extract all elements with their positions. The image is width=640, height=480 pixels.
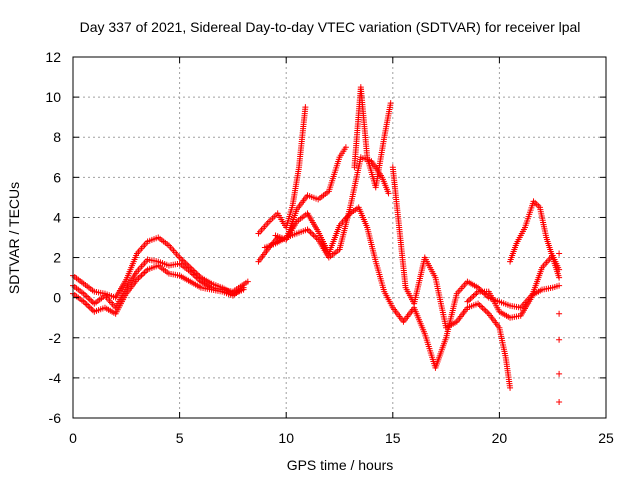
x-tick-label: 15 [385, 430, 401, 446]
data-point [556, 250, 563, 257]
y-tick-label: -6 [49, 410, 62, 426]
y-tick-label: 10 [45, 89, 61, 105]
data-point [464, 298, 471, 305]
data-point [82, 300, 89, 307]
series-track-k [464, 252, 563, 321]
y-tick-label: 2 [53, 250, 61, 266]
data-point [468, 294, 475, 301]
data-point [83, 293, 90, 300]
data-point [556, 274, 563, 281]
series-track-d [255, 104, 309, 237]
data-point [312, 233, 319, 240]
data-point [88, 305, 95, 312]
data-point [507, 384, 514, 391]
data-point [556, 282, 563, 289]
data-point [89, 307, 96, 314]
data-point [140, 270, 147, 277]
data-point [465, 297, 472, 304]
axis-ticks: 0 5 10 15 20 25 -6 -4 -2 0 2 4 6 8 10 12 [45, 49, 614, 446]
data-point [85, 294, 92, 301]
data-point [476, 302, 483, 309]
data-point [482, 291, 489, 298]
data-point [306, 227, 313, 234]
x-tick-label: 0 [69, 430, 77, 446]
series-track-h [351, 84, 394, 191]
data-point [86, 304, 93, 311]
data-point [472, 291, 479, 298]
data-point [85, 302, 92, 309]
data-point [309, 230, 316, 237]
data-point [556, 336, 563, 343]
data-point [240, 284, 247, 291]
series-track-j [507, 198, 563, 281]
data-point [482, 307, 489, 314]
data-point [302, 104, 309, 111]
data-point [307, 229, 314, 236]
data-point [556, 398, 563, 405]
data-point [385, 190, 392, 197]
data-point [83, 301, 90, 308]
series-track-f [272, 144, 349, 243]
series-outliers [556, 250, 563, 405]
data-point [179, 257, 186, 264]
x-tick-label: 25 [598, 430, 614, 446]
y-tick-label: 4 [53, 209, 61, 225]
data-point [86, 296, 93, 303]
data-point [387, 100, 394, 107]
chart-title: Day 337 of 2021, Sidereal Day-to-day VTE… [80, 19, 581, 35]
data-point [310, 232, 317, 239]
data-point [244, 278, 251, 285]
data-point [88, 297, 95, 304]
y-tick-label: 8 [53, 129, 61, 145]
data-point [533, 201, 540, 208]
x-axis-label: GPS time / hours [287, 457, 394, 473]
data-point [137, 273, 144, 280]
series-track-c [70, 262, 247, 317]
data-points [70, 84, 563, 405]
series-track-i [389, 164, 514, 391]
data-point [135, 275, 142, 282]
y-axis-label: SDTVAR / TECUs [6, 182, 22, 294]
y-tick-label: 12 [45, 49, 61, 65]
data-point [342, 144, 349, 151]
x-tick-label: 20 [492, 430, 508, 446]
data-point [481, 306, 488, 313]
data-point [479, 304, 486, 311]
data-point [470, 292, 477, 299]
y-tick-label: -2 [49, 330, 62, 346]
x-tick-label: 10 [278, 430, 294, 446]
x-tick-label: 5 [176, 430, 184, 446]
data-point [467, 295, 474, 302]
data-point [178, 255, 185, 262]
data-point [556, 310, 563, 317]
y-tick-label: -4 [49, 370, 62, 386]
plot-frame [72, 56, 607, 419]
data-point [556, 370, 563, 377]
grid [73, 57, 606, 418]
series-track-g [261, 154, 392, 261]
data-point [141, 269, 148, 276]
data-point [484, 309, 491, 316]
y-tick-label: 6 [53, 169, 61, 185]
data-point [478, 303, 485, 310]
data-point [138, 272, 145, 279]
y-tick-label: 0 [53, 290, 61, 306]
series-track-b [70, 256, 251, 311]
data-point [556, 266, 563, 273]
